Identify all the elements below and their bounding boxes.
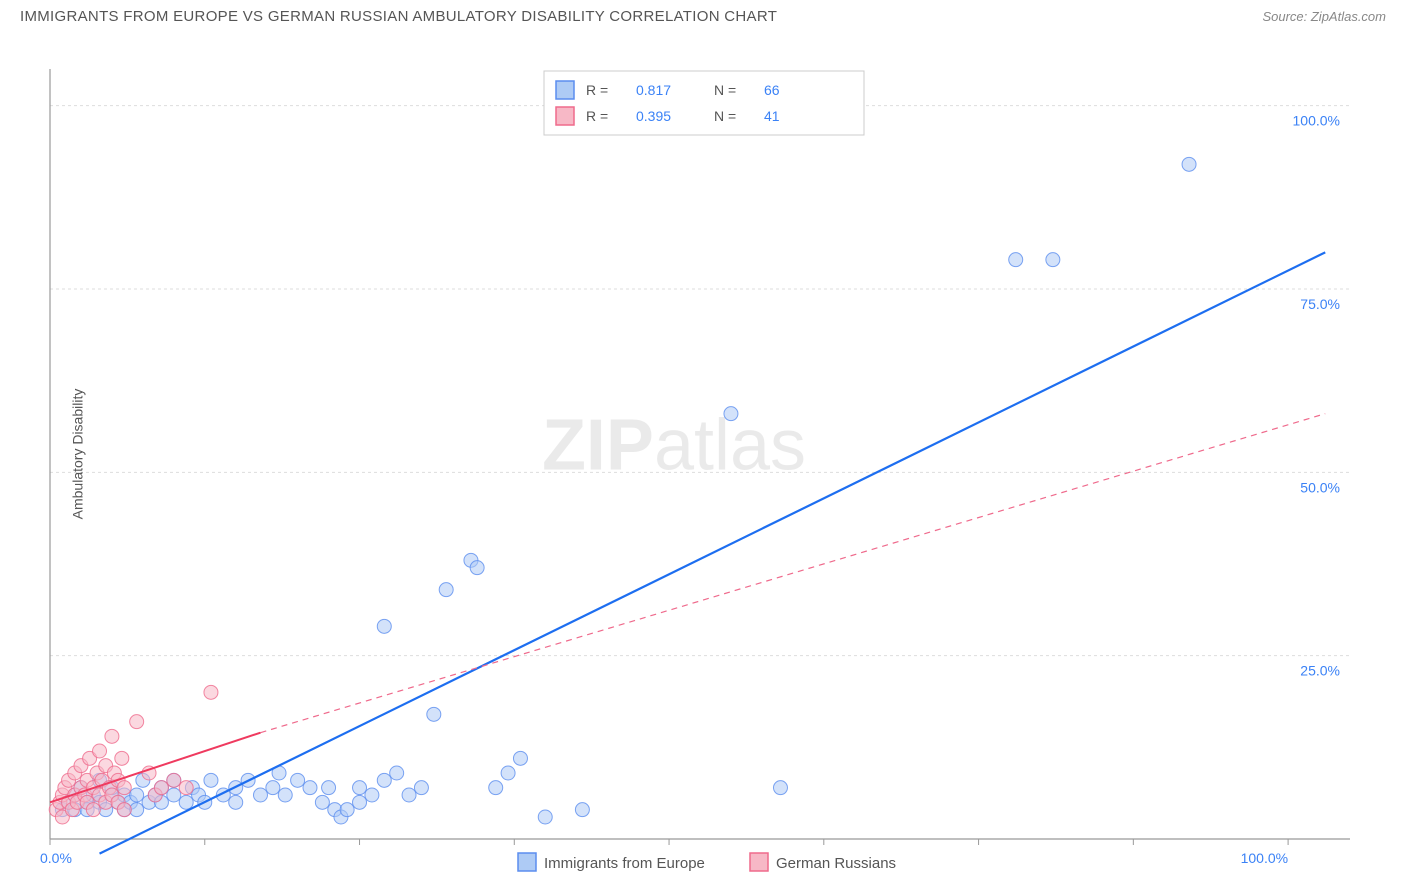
data-point xyxy=(130,715,144,729)
data-point xyxy=(402,788,416,802)
data-point xyxy=(353,795,367,809)
data-point xyxy=(204,773,218,787)
chart-container: Ambulatory Disability 25.0% 50.0% 75.0% 100… xyxy=(0,29,1406,879)
y-tick-label: 50.0% xyxy=(1300,479,1340,495)
data-point xyxy=(1182,157,1196,171)
data-point xyxy=(167,788,181,802)
y-axis-label: Ambulatory Disability xyxy=(69,389,85,520)
y-tick-label: 100.0% xyxy=(1293,113,1340,129)
data-point xyxy=(130,788,144,802)
stats-legend-box xyxy=(544,71,864,135)
data-point xyxy=(340,803,354,817)
chart-header: IMMIGRANTS FROM EUROPE VS GERMAN RUSSIAN… xyxy=(0,0,1406,29)
bottom-legend-swatch xyxy=(518,853,536,871)
legend-n-value: 66 xyxy=(764,82,780,98)
y-tick-label: 25.0% xyxy=(1300,663,1340,679)
data-point xyxy=(204,685,218,699)
data-point xyxy=(414,781,428,795)
data-point xyxy=(470,561,484,575)
data-point xyxy=(1009,253,1023,267)
data-point xyxy=(117,781,131,795)
data-point xyxy=(439,583,453,597)
bottom-legend-swatch xyxy=(750,853,768,871)
scatter-chart: 25.0% 50.0% 75.0% 100.0% ZIPatlas 0.0% 100.0% R… xyxy=(0,29,1406,879)
data-point xyxy=(291,773,305,787)
data-point xyxy=(229,795,243,809)
source-attribution: Source: ZipAtlas.com xyxy=(1262,9,1386,24)
legend-swatch xyxy=(556,81,574,99)
trend-line xyxy=(100,252,1326,853)
chart-title: IMMIGRANTS FROM EUROPE VS GERMAN RUSSIAN… xyxy=(20,8,777,25)
data-point xyxy=(315,795,329,809)
data-point xyxy=(773,781,787,795)
data-point xyxy=(253,788,267,802)
data-point xyxy=(117,803,131,817)
x-tick-label: 100.0% xyxy=(1241,850,1288,866)
data-point xyxy=(365,788,379,802)
data-point xyxy=(377,773,391,787)
data-point xyxy=(303,781,317,795)
bottom-legend-label: Immigrants from Europe xyxy=(544,855,705,872)
data-point xyxy=(266,781,280,795)
data-point xyxy=(115,751,129,765)
data-point xyxy=(154,781,168,795)
data-point xyxy=(86,803,100,817)
data-point xyxy=(390,766,404,780)
legend-r-value: 0.817 xyxy=(636,82,671,98)
x-tick-label: 0.0% xyxy=(40,850,72,866)
source-label: Source: xyxy=(1262,9,1310,24)
legend-r-value: 0.395 xyxy=(636,108,671,124)
data-point xyxy=(179,781,193,795)
legend-n-value: 41 xyxy=(764,108,780,124)
data-point xyxy=(105,729,119,743)
data-point xyxy=(724,407,738,421)
legend-r-label: R = xyxy=(586,108,608,124)
data-point xyxy=(575,803,589,817)
data-point xyxy=(179,795,193,809)
data-point xyxy=(538,810,552,824)
data-point xyxy=(513,751,527,765)
data-point xyxy=(501,766,515,780)
y-tick-label: 75.0% xyxy=(1300,296,1340,312)
watermark: ZIPatlas xyxy=(542,405,806,485)
data-point xyxy=(167,773,181,787)
legend-r-label: R = xyxy=(586,82,608,98)
data-point xyxy=(93,744,107,758)
legend-n-label: N = xyxy=(714,108,736,124)
data-point xyxy=(278,788,292,802)
legend-n-label: N = xyxy=(714,82,736,98)
data-point xyxy=(1046,253,1060,267)
data-point xyxy=(427,707,441,721)
bottom-legend-label: German Russians xyxy=(776,855,896,872)
data-point xyxy=(353,781,367,795)
data-point xyxy=(322,781,336,795)
data-point xyxy=(377,619,391,633)
data-point xyxy=(489,781,503,795)
legend-swatch xyxy=(556,107,574,125)
source-value: ZipAtlas.com xyxy=(1311,9,1386,24)
